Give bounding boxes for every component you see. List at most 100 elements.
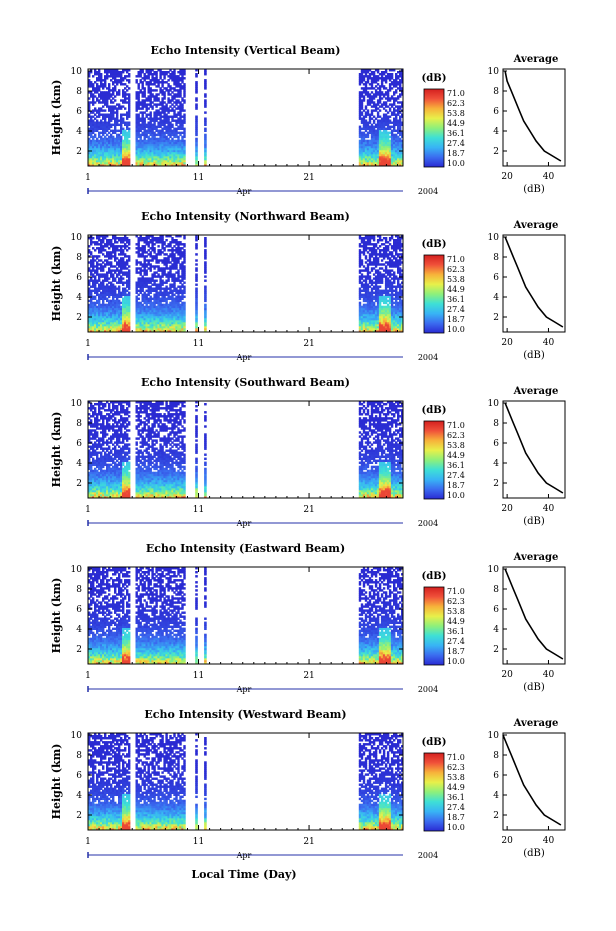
heatmap-cell — [157, 109, 160, 112]
heatmap-cell — [155, 77, 158, 80]
heatmap-cell — [110, 73, 113, 76]
heatmap-cell — [112, 69, 115, 72]
heatmap-cell — [163, 151, 166, 155]
heatmap-cell — [151, 117, 154, 120]
heatmap-cell — [90, 133, 93, 137]
heatmap-cell — [141, 83, 144, 86]
heatmap-cell — [171, 97, 174, 100]
heatmap-cell — [126, 147, 129, 151]
heatmap-cell — [124, 133, 127, 137]
heatmap-cell — [135, 157, 138, 161]
heatmap-cell — [104, 125, 107, 129]
heatmap-cell — [163, 123, 166, 127]
heatmap-cell — [195, 81, 198, 84]
heatmap-cell — [155, 125, 158, 129]
heatmap-cell — [106, 149, 109, 153]
heatmap-cell — [108, 117, 111, 120]
average-y-tick-label: 10 — [488, 67, 500, 77]
heatmap-cell — [120, 145, 123, 149]
heatmap-cell — [171, 95, 174, 98]
heatmap-cell — [114, 141, 117, 145]
heatmap-cell — [167, 159, 170, 163]
heatmap-cell — [195, 273, 198, 276]
heatmap-cell — [163, 155, 166, 159]
heatmap-cell — [128, 162, 131, 165]
heatmap-cell — [108, 151, 111, 155]
heatmap-cell — [165, 239, 168, 242]
heatmap-cell — [141, 121, 144, 124]
heatmap-cell — [96, 153, 99, 157]
heatmap-cell — [92, 131, 95, 135]
heatmap-cell — [370, 151, 374, 155]
heatmap-cell — [110, 162, 113, 165]
heatmap-cell — [157, 97, 160, 100]
heatmap-cell — [163, 117, 166, 120]
heatmap-cell — [155, 99, 158, 102]
heatmap-cell — [147, 89, 150, 92]
heatmap-cell — [157, 149, 160, 153]
heatmap-cell — [183, 295, 186, 299]
heatmap-cell — [124, 131, 127, 135]
heatmap-cell — [98, 162, 101, 165]
heatmap-cell — [195, 289, 198, 293]
heatmap-cell — [110, 89, 113, 92]
heatmap-cell — [183, 249, 186, 252]
heatmap-cell — [98, 75, 101, 78]
heatmap-cell — [92, 87, 95, 90]
heatmap-cell — [183, 265, 186, 268]
heatmap-cell — [167, 85, 170, 88]
heatmap-cell — [92, 89, 95, 92]
heatmap-cell — [126, 137, 129, 141]
average-y-tick-label: 8 — [493, 87, 499, 97]
heatmap-cell — [104, 157, 107, 161]
heatmap-cell — [139, 133, 142, 137]
heatmap-cell — [171, 103, 174, 106]
heatmap-cell — [98, 153, 101, 157]
heatmap-cell — [149, 162, 152, 165]
heatmap-cell — [96, 87, 99, 90]
heatmap-cell — [139, 145, 142, 149]
heatmap-cell — [114, 123, 117, 127]
heatmap-cell — [104, 83, 107, 86]
heatmap-cell — [155, 111, 158, 114]
heatmap-cell — [171, 147, 174, 151]
heatmap-cell — [88, 75, 91, 78]
heatmap-cell — [204, 279, 207, 282]
heatmap-cell — [98, 107, 101, 110]
heatmap-cell — [151, 123, 154, 127]
heatmap-cell — [102, 141, 105, 145]
heatmap-cell — [108, 91, 111, 94]
heatmap-cell — [204, 251, 207, 254]
heatmap-cell — [161, 73, 164, 76]
heatmap-cell — [161, 99, 164, 102]
heatmap-cell — [137, 145, 140, 149]
heatmap-cell — [151, 147, 154, 151]
heatmap-cell — [183, 109, 186, 112]
heatmap-cell — [128, 317, 131, 321]
heatmap-cell — [149, 99, 152, 102]
heatmap-cell — [94, 89, 97, 92]
average-y-tick-label: 6 — [493, 107, 499, 117]
heatmap-cell — [141, 91, 144, 94]
heatmap-cell — [153, 99, 156, 102]
heatmap-cell — [161, 149, 164, 153]
heatmap-cell — [126, 127, 129, 131]
heatmap-cell — [163, 115, 166, 118]
heatmap-cell — [118, 71, 121, 74]
y-tick-label: 8 — [76, 87, 82, 97]
heatmap-cell — [163, 145, 166, 149]
heatmap-cell — [104, 71, 107, 74]
heatmap-cell — [204, 328, 207, 331]
heatmap-cell — [106, 123, 109, 127]
heatmap-cell — [153, 81, 156, 84]
heatmap-cell — [118, 135, 121, 139]
heatmap-cell — [96, 164, 99, 167]
heatmap-cell — [159, 113, 162, 116]
heatmap-cell — [96, 157, 99, 161]
heatmap-cell — [167, 115, 170, 118]
heatmap-cell — [114, 69, 117, 72]
heatmap-cell — [137, 121, 140, 124]
heatmap-cell — [126, 162, 129, 165]
heatmap-cell — [159, 157, 162, 161]
